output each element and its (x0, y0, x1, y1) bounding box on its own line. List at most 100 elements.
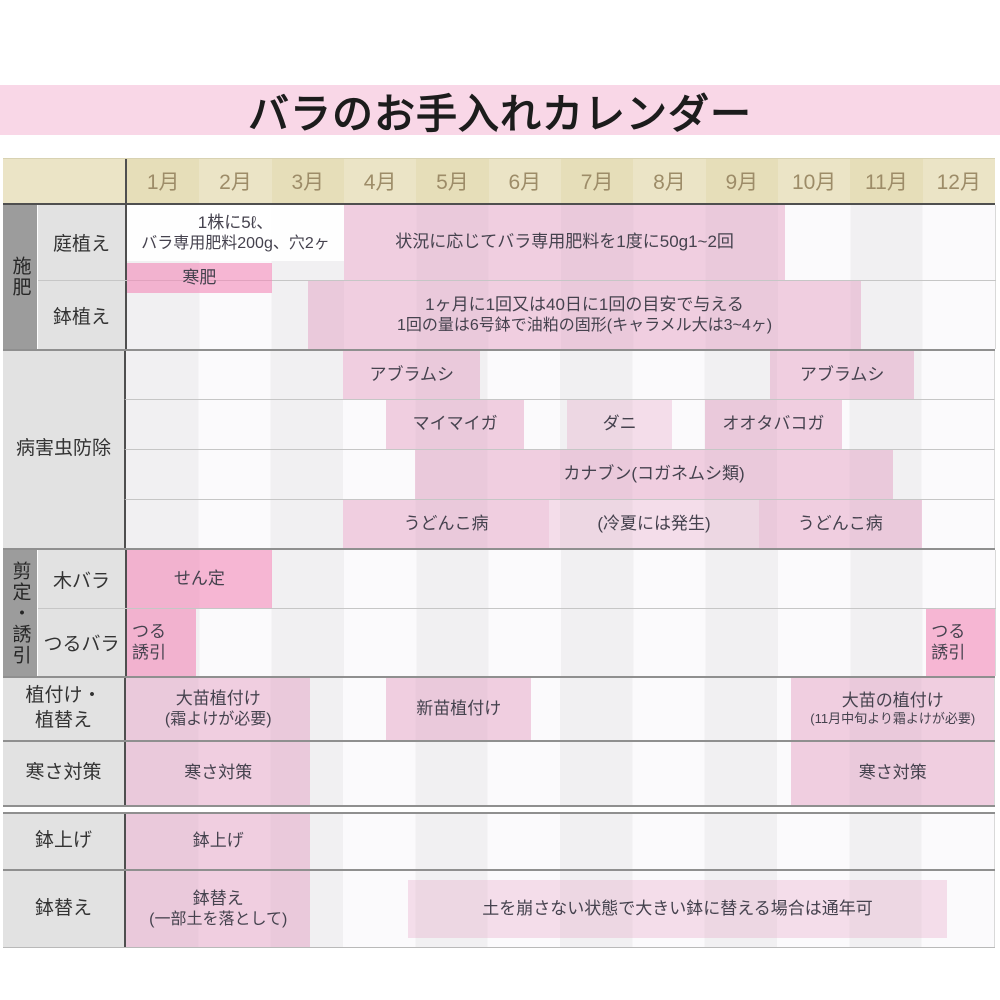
row-sublabel: 鉢植え (38, 281, 125, 349)
activity-sublabel: 1回の量は6号鉢で油粕の固形(キャラメル大は3~4ヶ) (396, 316, 773, 334)
calendar-header: 1月 2月 3月 4月 5月 6月 7月 8月 9月 10月 11月 12月 (3, 158, 995, 205)
activity-sublabel: (霜よけが必要) (164, 710, 272, 728)
month-track: 寒さ対策 寒さ対策 (124, 742, 995, 805)
activity-label: 状況に応じてバラ専用肥料を1度に50g1~2回 (395, 232, 734, 252)
activity-bar: カナブン(コガネムシ類) (415, 450, 893, 499)
group-label: 寒さ対策 (3, 742, 124, 805)
page-title: バラのお手入れカレンダー (0, 85, 1000, 137)
activity-label: せん定 (173, 568, 225, 588)
row-sublabel: つるバラ (38, 609, 125, 676)
group-rows: 鉢替え (一部土を落として) 土を崩さない状態で大きい鉢に替える場合は通年可 (124, 871, 995, 947)
activity-bar: つる 誘引 (127, 609, 196, 676)
activity-label: 寒さ対策 (858, 763, 927, 783)
group-rows: 鉢上げ (124, 814, 995, 869)
month-track: つる 誘引 つる 誘引 (125, 609, 996, 676)
month-header: 5月 (416, 159, 489, 203)
activity-sublabel: (一部土を落として) (149, 910, 288, 928)
month-track: 鉢上げ (124, 814, 995, 869)
activity-bar: うどんこ病 (343, 500, 550, 548)
activity-bar: 状況に応じてバラ専用肥料を1度に50g1~2回 (344, 205, 786, 280)
month-track: せん定 (125, 550, 996, 608)
group-rows: 寒さ対策 寒さ対策 (124, 742, 995, 805)
month-header: 12月 (922, 159, 995, 203)
activity-label: 大苗植付け (175, 688, 261, 708)
activity-bar: アブラムシ (769, 351, 915, 399)
activity-label: アブラムシ (799, 364, 885, 384)
group-gap (3, 805, 995, 812)
group-rows: 大苗植付け (霜よけが必要) 新苗植付け 大苗の植付け (11月中旬より霜よけが必要) (124, 678, 995, 740)
activity-bar: 大苗の植付け (11月中旬より霜よけが必要) (791, 678, 994, 740)
activity-label: オオタバコガ (722, 414, 825, 434)
activity-bar: 鉢上げ (126, 814, 311, 869)
month-header: 10月 (777, 159, 851, 203)
month-track: うどんこ病 (冷夏には発生) うどんこ病 (124, 499, 995, 548)
month-track: マイマイガ ダニ オオタバコガ (124, 399, 995, 449)
activity-label: 鉢上げ (192, 831, 244, 851)
month-track: 1株に5ℓ、バラ専用肥料200g、穴2ヶ 状況に応じてバラ専用肥料を1度に50g1… (125, 205, 996, 293)
activity-bar: 1ヶ月に1回又は40日に1回の目安で与える 1回の量は6号鉢で油粕の固形(キャラメ… (307, 281, 862, 349)
group-label: 施肥 (3, 205, 38, 349)
group-label: 植付け・ 植替え (3, 678, 124, 740)
calendar-table: 1月 2月 3月 4月 5月 6月 7月 8月 9月 10月 11月 12月 施肥 庭植え 1株に5ℓ、バ… (3, 158, 996, 948)
calendar-group: 鉢替え 鉢替え (一部土を落として) 土を崩さない状態で大きい鉢に替える場合は通年可 (3, 869, 995, 947)
month-track: カナブン(コガネムシ類) (124, 449, 995, 499)
activity-bar: 寒さ対策 (126, 742, 311, 805)
month-header: 2月 (199, 159, 272, 203)
activity-sublabel: (11月中旬より霜よけが必要) (810, 711, 976, 727)
activity-bar: つる 誘引 (926, 609, 995, 676)
activity-label: マイマイガ (412, 414, 498, 434)
activity-bar: 寒さ対策 (791, 742, 994, 805)
calendar-group: 寒さ対策 寒さ対策 寒さ対策 (3, 740, 995, 805)
activity-label: (冷夏には発生) (597, 513, 711, 533)
month-track: アブラムシ アブラムシ (124, 351, 995, 399)
month-header: 6月 (488, 159, 561, 203)
month-header: 8月 (633, 159, 706, 203)
header-spacer (3, 159, 125, 203)
calendar-group: 病害虫防除 アブラムシ アブラムシ マイマイガ ダニ オオタバコガ カナブン(コガネムシ類)… (3, 349, 995, 548)
activity-bar: 寒肥 (127, 263, 272, 293)
activity-label: 鉢替え (192, 888, 244, 908)
row-sublabel: 木バラ (38, 550, 125, 608)
month-header: 3月 (271, 159, 344, 203)
calendar-group: 植付け・ 植替え 大苗植付け (霜よけが必要) 新苗植付け 大苗の植付け (11月中旬より… (3, 676, 995, 740)
activity-label: うどんこ病 (403, 513, 489, 533)
activity-bar: 1株に5ℓ、バラ専用肥料200g、穴2ヶ (127, 205, 344, 261)
activity-label: 1株に5ℓ、 (197, 212, 274, 232)
activity-label: 寒さ対策 (184, 763, 253, 783)
group-label: 鉢上げ (3, 814, 124, 869)
group-label: 鉢替え (3, 871, 124, 947)
calendar-group: 剪定・誘引 木バラ せん定 つるバラ つる 誘引 つる 誘引 (3, 548, 996, 676)
activity-label: 土を崩さない状態で大きい鉢に替える場合は通年可 (482, 898, 873, 918)
activity-bar: マイマイガ (386, 400, 524, 449)
group-rows: 庭植え 1株に5ℓ、 バラ専用肥料200g、穴2ヶ 状況に応じてバラ専用肥料を1度に5… (38, 205, 996, 349)
activity-label: アブラムシ (369, 364, 454, 384)
month-track: 大苗植付け (霜よけが必要) 新苗植付け 大苗の植付け (11月中旬より霜よけが必要) (124, 678, 995, 740)
month-header: 9月 (705, 159, 778, 203)
activity-label: 新苗植付け (416, 698, 502, 718)
calendar-body: 施肥 庭植え 1株に5ℓ、 バラ専用肥料200g、穴2ヶ 状況に応じてバラ専用肥料を1度… (3, 205, 996, 948)
activity-sublabel: バラ専用肥料200g、穴2ヶ (141, 234, 330, 252)
calendar-row: つるバラ つる 誘引 つる 誘引 (38, 608, 996, 676)
activity-bar: せん定 (127, 550, 272, 608)
group-rows: 木バラ せん定 つるバラ つる 誘引 つる 誘引 (38, 550, 996, 676)
row-sublabel: 庭植え (38, 205, 125, 280)
month-header: 11月 (850, 159, 923, 203)
group-label: 剪定・誘引 (3, 550, 38, 676)
month-header: 4月 (343, 159, 417, 203)
month-header-row: 1月 2月 3月 4月 5月 6月 7月 8月 9月 10月 11月 12月 (125, 159, 995, 203)
calendar-row: 庭植え 1株に5ℓ、 バラ専用肥料200g、穴2ヶ 状況に応じてバラ専用肥料を1度に5… (38, 205, 996, 293)
activity-bar: オオタバコガ (704, 400, 843, 449)
calendar-group: 鉢上げ 鉢上げ (3, 812, 995, 869)
activity-bar: 大苗植付け (霜よけが必要) (126, 678, 311, 740)
activity-label: カナブン(コガネムシ類) (563, 464, 745, 484)
activity-label: 大苗の植付け (841, 690, 944, 710)
activity-bar: 鉢替え (一部土を落として) (126, 871, 311, 947)
activity-bar: うどんこ病 (758, 500, 922, 548)
activity-bar: アブラムシ (343, 351, 481, 399)
month-header: 7月 (560, 159, 634, 203)
activity-bar: 新苗植付け (386, 678, 532, 740)
activity-label: 寒肥 (182, 267, 217, 287)
activity-label: つる 誘引 (931, 621, 966, 662)
activity-label: 1ヶ月に1回又は40日に1回の目安で与える (425, 294, 744, 314)
